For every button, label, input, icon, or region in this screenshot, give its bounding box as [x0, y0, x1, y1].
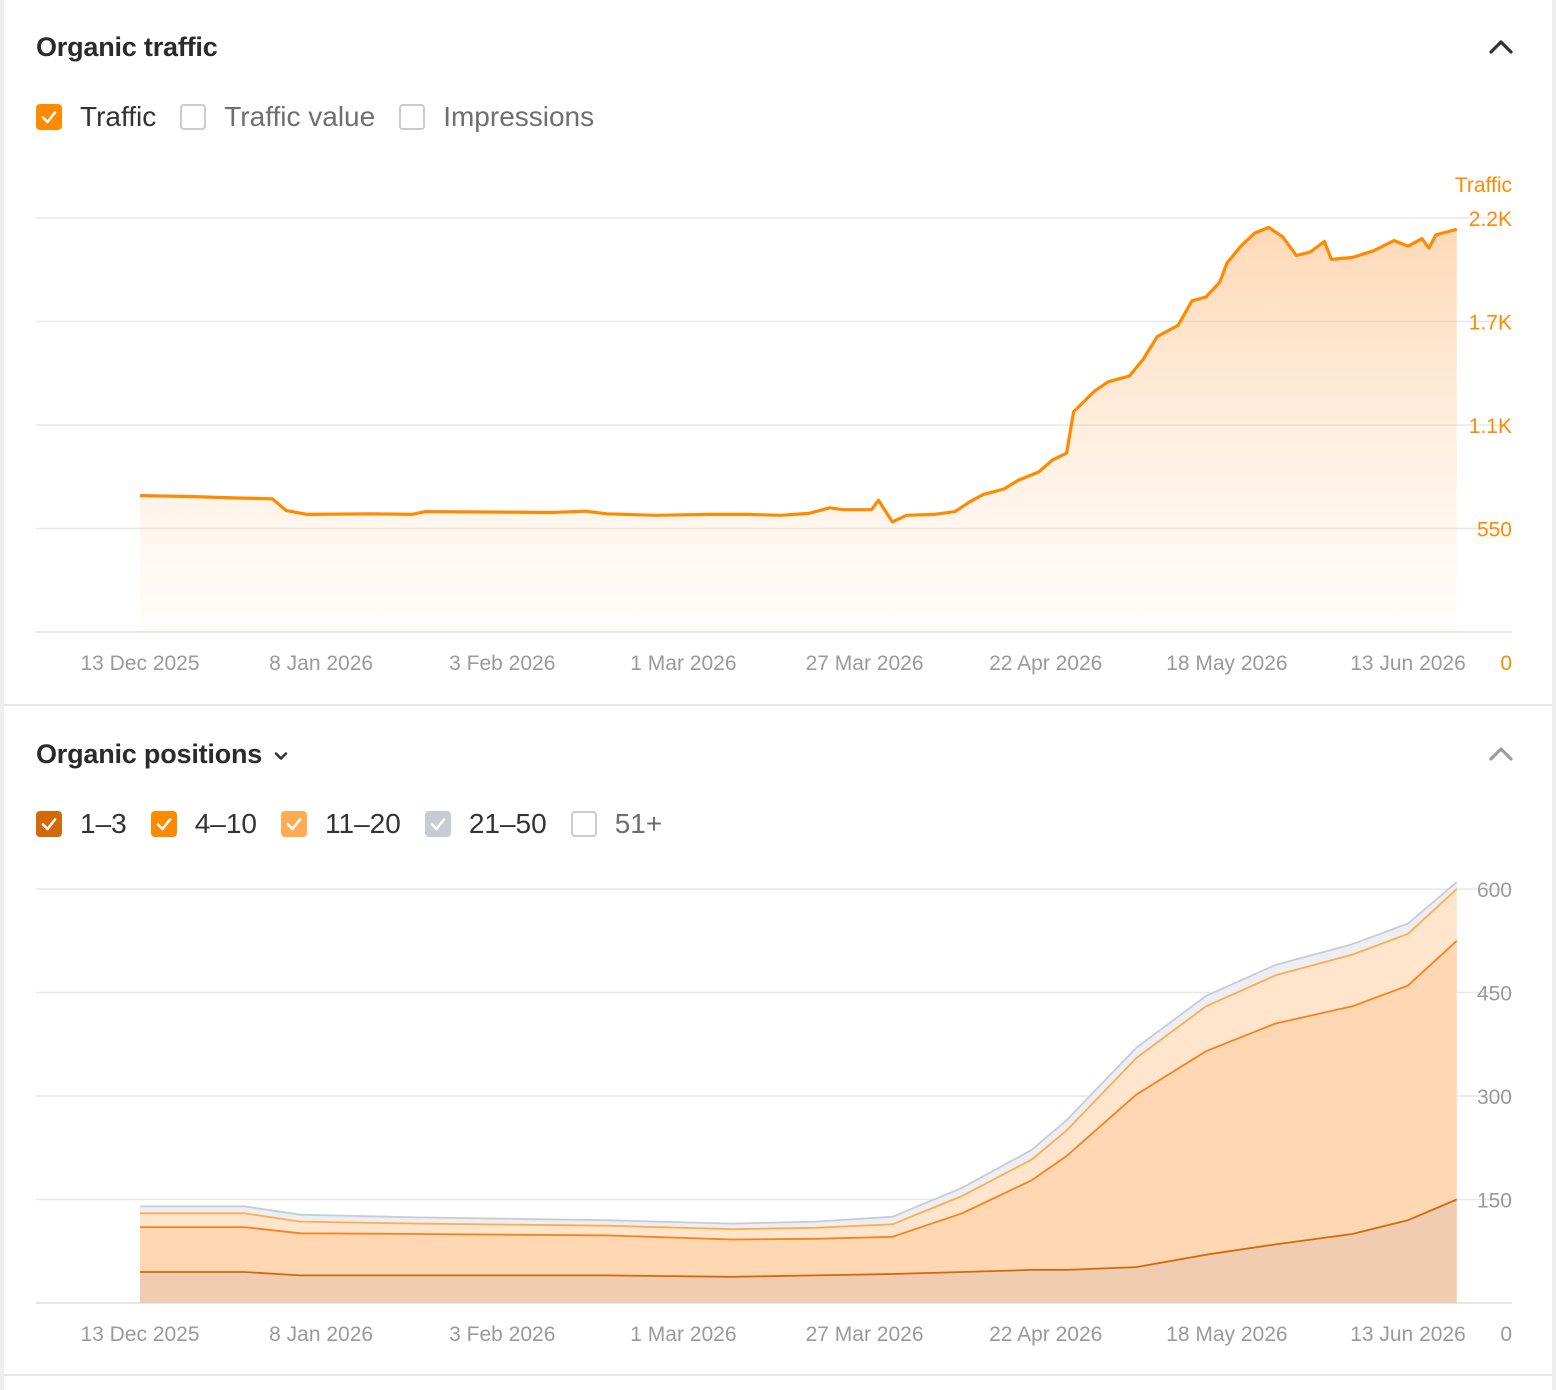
- legend-traffic-value-label: Traffic value: [224, 101, 376, 132]
- positions-y-tick-label: 600: [1477, 879, 1512, 902]
- traffic-y-tick-label: 2.2K: [1469, 208, 1512, 231]
- collapse-traffic-button[interactable]: [1486, 32, 1516, 62]
- impressions-checkbox[interactable]: [399, 104, 426, 130]
- legend-pos-4-10[interactable]: 4–10: [150, 808, 258, 840]
- traffic-x-tick-label: 8 Jan 2026: [269, 652, 373, 675]
- pos-4-10-checkbox[interactable]: [150, 811, 177, 837]
- positions-x-tick-label: 1 Mar 2026: [630, 1323, 736, 1346]
- chevron-up-icon: [1489, 747, 1513, 761]
- series-1-3-area: [140, 1199, 1457, 1303]
- organic-positions-title-row[interactable]: Organic positions: [36, 739, 292, 770]
- traffic-y-tick-label: 1.1K: [1469, 415, 1512, 438]
- traffic-x-tick-label: 18 May 2026: [1166, 652, 1287, 675]
- traffic-x-tick-label: 1 Mar 2026: [630, 652, 736, 675]
- traffic-area: [140, 227, 1457, 632]
- legend-pos-1-3[interactable]: 1–3: [36, 808, 127, 840]
- series-21-50-line: [140, 881, 1458, 1225]
- positions-chart: 0 150 300 450 600 13 Dec 2025 8 Jan 2026 3 Feb …: [36, 879, 1512, 1346]
- legend-pos-11-20-label: 11–20: [325, 808, 401, 839]
- positions-x-tick-label: 18 May 2026: [1166, 1323, 1287, 1346]
- check-icon: [430, 818, 446, 831]
- legend-traffic-label: Traffic: [80, 101, 157, 132]
- pos-51-plus-checkbox[interactable]: [570, 811, 597, 837]
- legend-pos-1-3-label: 1–3: [80, 808, 127, 839]
- positions-x-tick-label: 22 Apr 2026: [989, 1323, 1102, 1346]
- traffic-x-tick-label: 13 Dec 2025: [80, 652, 199, 675]
- traffic-x-tick-label: 3 Feb 2026: [449, 652, 555, 675]
- positions-x-tick-label: 3 Feb 2026: [449, 1323, 555, 1346]
- traffic-axis-title: Traffic: [1455, 174, 1512, 197]
- series-4-10-area: [140, 940, 1457, 1277]
- positions-x-tick-label: 8 Jan 2026: [269, 1323, 373, 1346]
- legend-pos-21-50-label: 21–50: [468, 808, 547, 839]
- traffic-chart: 0 550 1.1K 1.7K 2.2K 13 Dec 2025 8 Jan 2026 3 F…: [36, 174, 1512, 675]
- positions-y-tick-label: 150: [1477, 1190, 1512, 1213]
- organic-positions-panel: Organic positions 1–3 4–10 11–20: [4, 706, 1552, 1376]
- series-4-10-line: [140, 940, 1458, 1241]
- positions-y-tick-label: 450: [1477, 983, 1512, 1006]
- traffic-x-tick-label: 13 Jun 2026: [1350, 652, 1466, 675]
- traffic-checkbox[interactable]: [36, 104, 62, 130]
- traffic-y-tick-label: 550: [1477, 519, 1512, 542]
- chevron-down-icon[interactable]: [270, 745, 292, 767]
- positions-x-tick-label: 13 Jun 2026: [1350, 1323, 1466, 1346]
- traffic-x-tick-label: 22 Apr 2026: [989, 652, 1102, 675]
- check-icon: [286, 818, 302, 831]
- check-icon: [41, 111, 57, 124]
- positions-x-tick-label: 13 Dec 2025: [80, 1323, 199, 1346]
- positions-y-tick-label: 300: [1477, 1086, 1512, 1109]
- series-11-20-line: [140, 888, 1458, 1231]
- chevron-up-icon: [1489, 40, 1513, 54]
- legend-pos-4-10-label: 4–10: [194, 808, 258, 839]
- legend-traffic[interactable]: Traffic: [36, 101, 156, 133]
- traffic-y-tick-label: 0: [1500, 652, 1512, 675]
- organic-traffic-panel: Organic traffic Traffic Traffic value Im…: [4, 0, 1552, 706]
- legend-pos-51-plus[interactable]: 51+: [570, 808, 663, 840]
- legend-pos-51-plus-label: 51+: [614, 808, 663, 839]
- positions-legend: 1–3 4–10 11–20 21–50 51+: [36, 808, 686, 840]
- pos-11-20-checkbox[interactable]: [281, 811, 308, 837]
- legend-impressions-label: Impressions: [443, 101, 595, 132]
- organic-positions-title: Organic positions: [36, 739, 263, 769]
- traffic-x-tick-label: 27 Mar 2026: [806, 652, 924, 675]
- check-icon: [41, 818, 57, 831]
- traffic-value-checkbox[interactable]: [180, 104, 207, 130]
- pos-1-3-checkbox[interactable]: [36, 811, 62, 837]
- organic-traffic-title: Organic traffic: [36, 32, 218, 62]
- positions-x-tick-label: 27 Mar 2026: [806, 1323, 924, 1346]
- legend-traffic-value[interactable]: Traffic value: [180, 101, 375, 133]
- right-edge: [1552, 0, 1556, 1390]
- positions-y-tick-label: 0: [1500, 1323, 1512, 1346]
- collapse-positions-button[interactable]: [1486, 739, 1516, 769]
- series-1-3-line: [140, 1198, 1458, 1278]
- left-edge: [0, 0, 4, 1390]
- check-icon: [156, 818, 172, 831]
- legend-impressions[interactable]: Impressions: [399, 101, 594, 133]
- pos-21-50-checkbox[interactable]: [424, 811, 451, 837]
- legend-pos-11-20[interactable]: 11–20: [281, 808, 401, 840]
- legend-pos-21-50[interactable]: 21–50: [424, 808, 547, 840]
- traffic-legend: Traffic Traffic value Impressions: [36, 101, 618, 133]
- traffic-y-tick-label: 1.7K: [1469, 312, 1512, 335]
- traffic-line: [139, 225, 1458, 524]
